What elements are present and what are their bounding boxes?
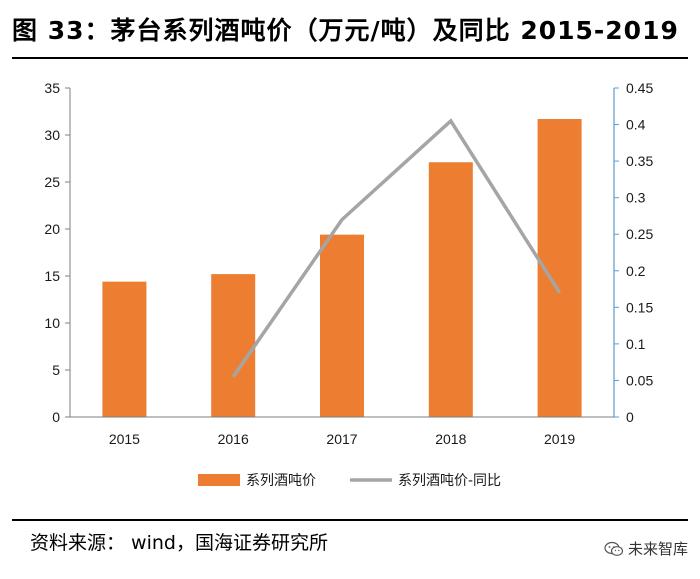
right-tick-label: 0.45	[626, 80, 653, 96]
right-tick-label: 0.3	[626, 190, 646, 206]
source-rule	[12, 519, 688, 521]
legend-line-label: 系列酒吨价-同比	[398, 473, 501, 489]
title-rule	[12, 57, 688, 59]
right-tick-label: 0.05	[626, 372, 653, 388]
right-tick-label: 0	[626, 409, 634, 425]
left-axis: 0 5 10 15 20 25 30 35	[44, 80, 71, 425]
x-tick-label: 2017	[326, 431, 357, 447]
watermark: 未来智库	[604, 538, 688, 559]
right-tick-label: 0.1	[626, 336, 646, 352]
left-tick-label: 20	[44, 221, 60, 237]
source-note: 资料来源： wind，国海证券研究所	[30, 532, 328, 554]
legend-bar-label: 系列酒吨价	[246, 473, 316, 489]
right-tick-label: 0.2	[626, 263, 646, 279]
left-tick-label: 25	[44, 174, 60, 190]
legend-bar-swatch	[198, 474, 240, 486]
legend: 系列酒吨价 系列酒吨价-同比	[198, 473, 501, 489]
bar-series	[102, 119, 582, 417]
left-tick-label: 30	[44, 127, 60, 143]
watermark-text: 未来智库	[627, 540, 688, 558]
left-tick-label: 15	[44, 268, 60, 284]
bar	[102, 281, 147, 417]
chart-title: 图 33：茅台系列酒吨价（万元/吨）及同比 2015-2019	[12, 16, 679, 45]
x-tick-label: 2016	[218, 431, 249, 447]
right-tick-label: 0.25	[626, 226, 653, 242]
bar	[320, 234, 364, 417]
x-tick-label: 2015	[109, 431, 140, 447]
left-tick-label: 5	[52, 362, 60, 378]
x-tick-label: 2018	[435, 431, 466, 447]
right-tick-label: 0.15	[626, 299, 653, 315]
bar	[211, 274, 256, 417]
left-tick-label: 35	[44, 80, 60, 96]
chart: 0 5 10 15 20 25 30 35 0 0.05 0.1 0.15 0.2 0.25 0.3 0.3…	[44, 80, 653, 489]
right-axis: 0 0.05 0.1 0.15 0.2 0.25 0.3 0.35 0.4 0.45	[613, 80, 653, 425]
yoy-line	[231, 118, 562, 378]
x-tick-label: 2019	[544, 431, 575, 447]
wechat-icon	[604, 541, 624, 556]
left-tick-label: 0	[52, 409, 60, 425]
bar	[428, 162, 473, 417]
left-tick-label: 10	[44, 315, 60, 331]
line-series	[231, 118, 562, 378]
right-tick-label: 0.4	[626, 117, 646, 133]
x-axis: 2015 2016 2017 2018 2019	[70, 416, 614, 447]
right-tick-label: 0.35	[626, 153, 653, 169]
